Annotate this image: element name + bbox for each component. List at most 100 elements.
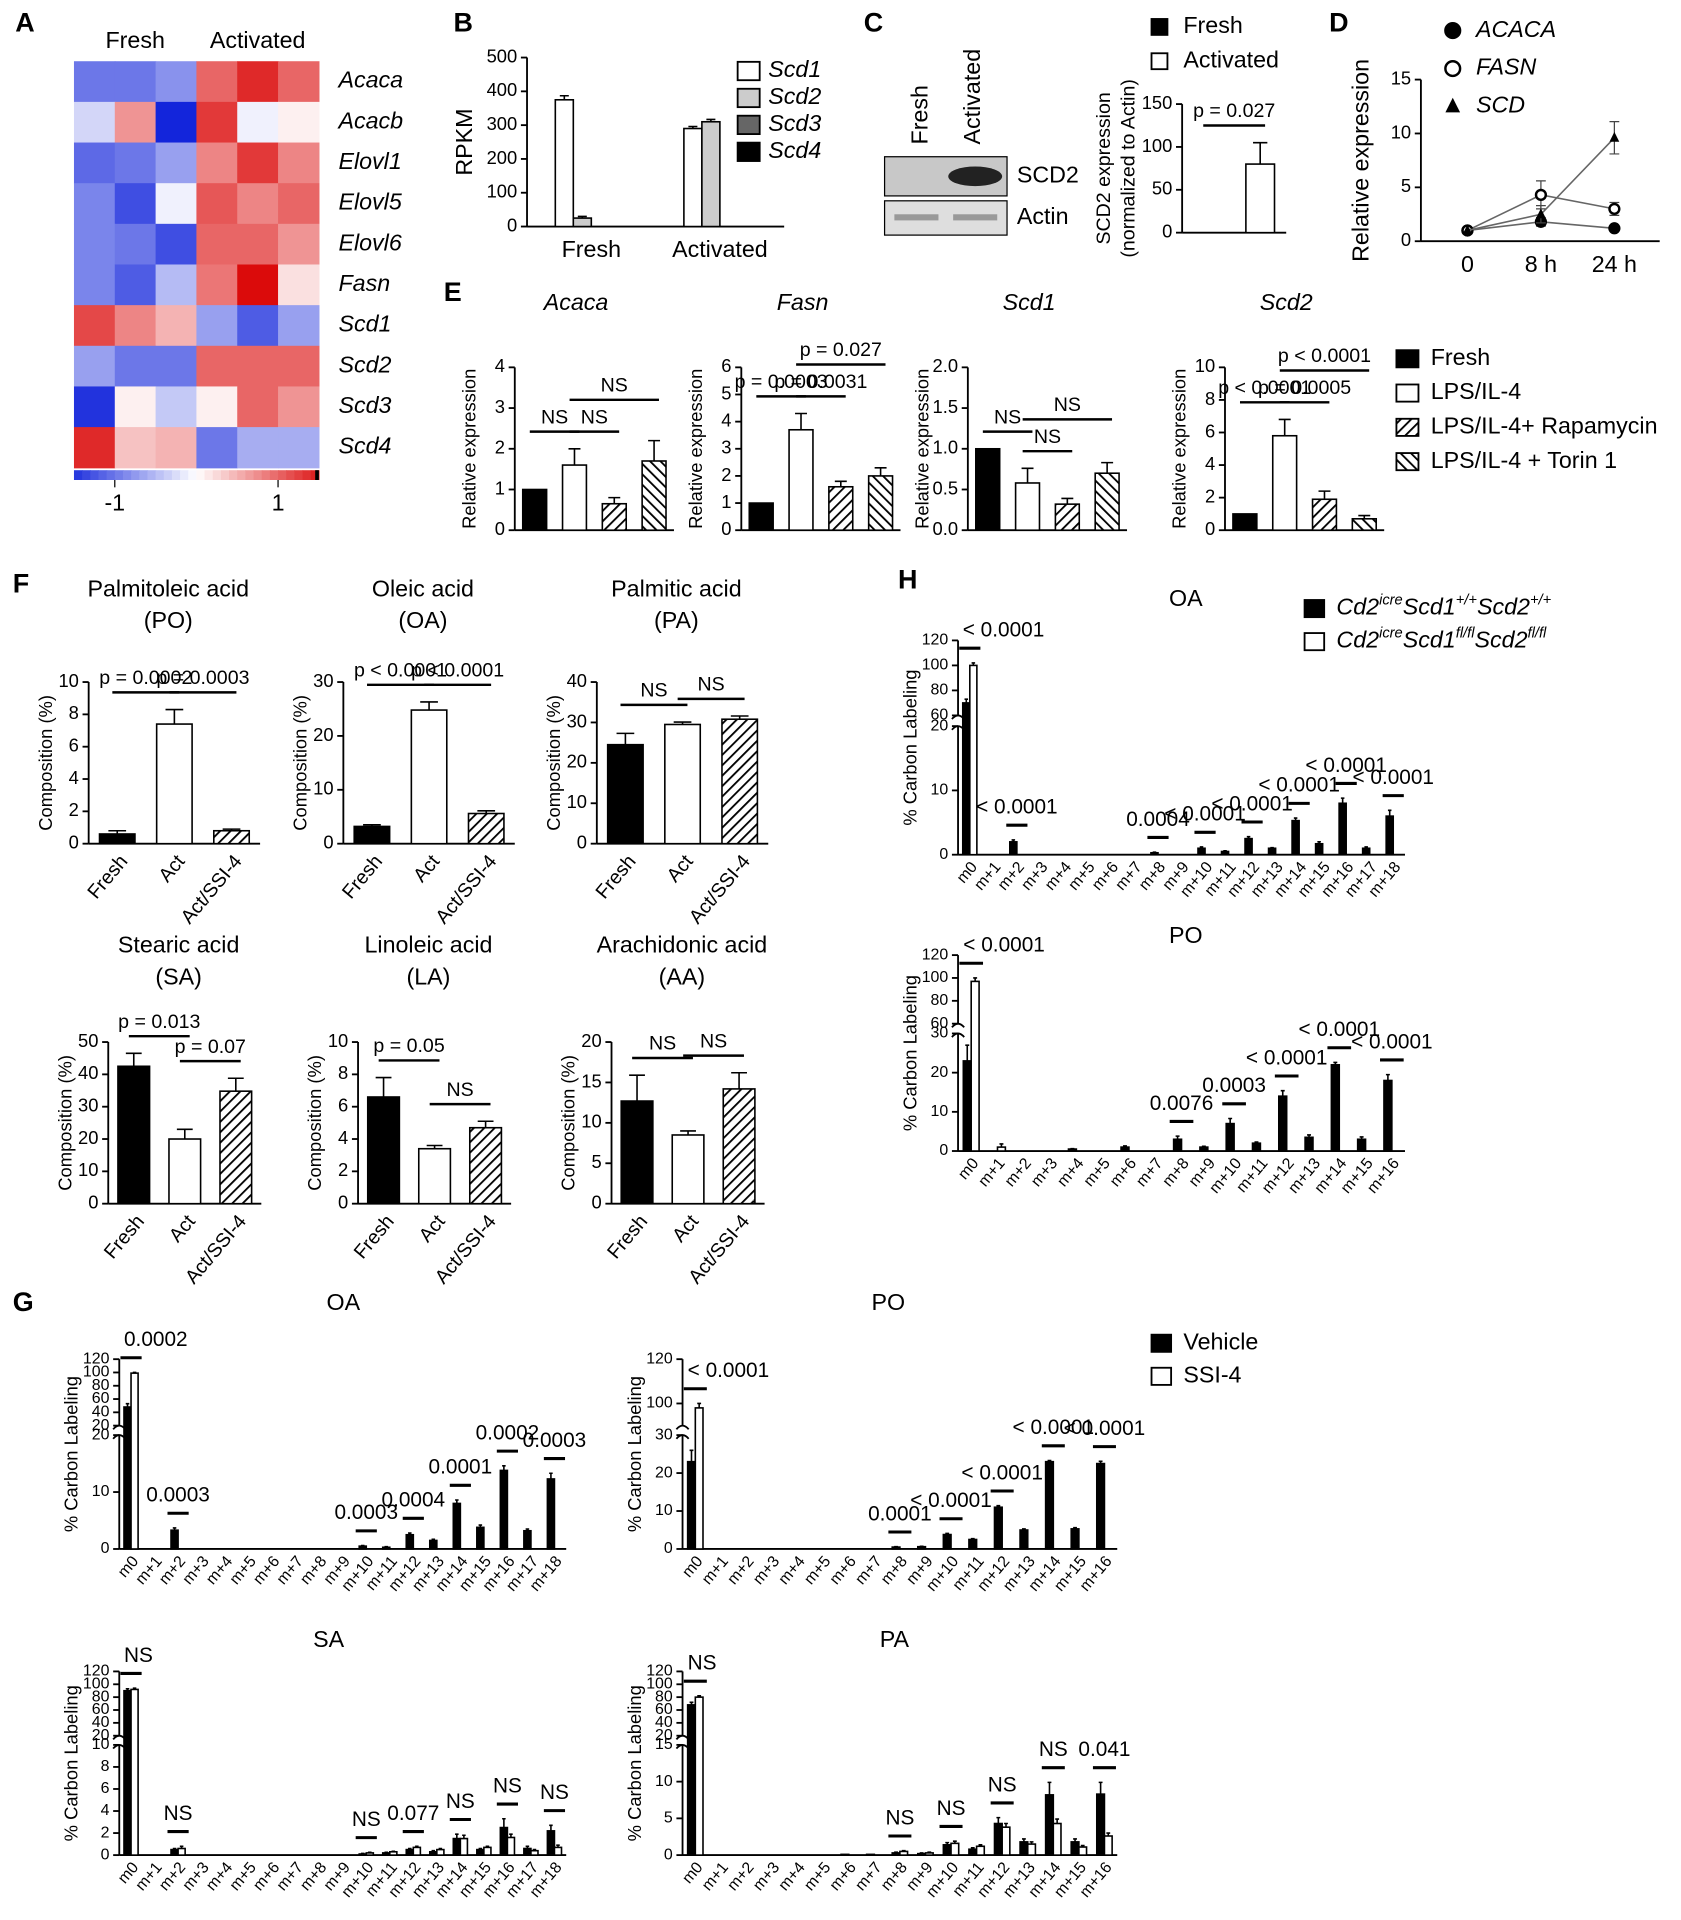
legend-swatch [1150, 18, 1169, 36]
bar [436, 1848, 445, 1856]
error-bar [1270, 846, 1274, 849]
lane-label: Fresh [906, 85, 932, 144]
heatmap-cell [237, 386, 279, 428]
legend-swatch [736, 114, 761, 135]
error-bar [1364, 846, 1368, 849]
bar [412, 1846, 422, 1856]
heatmap-cell [73, 345, 116, 388]
x-tick-label: m+6 [827, 1859, 860, 1894]
error-bar [438, 1847, 443, 1850]
bar [865, 1853, 876, 1856]
y-axis-label: Relative expression [912, 369, 933, 529]
legend-swatch [1150, 52, 1169, 71]
error-bar [360, 1852, 365, 1855]
bar [1019, 1841, 1029, 1856]
bar [123, 1406, 132, 1550]
x-tick-label: 0 [1461, 251, 1474, 277]
bar [867, 475, 894, 531]
error-bar [455, 1499, 459, 1504]
y-tick-label: 6 [101, 1780, 110, 1797]
y-tick-label: 6 [721, 355, 731, 376]
bar [970, 980, 980, 1152]
bar [1220, 850, 1230, 856]
error-bar [1021, 467, 1034, 483]
error-bar [1152, 851, 1157, 853]
legend-label: SCD [1476, 92, 1525, 118]
error-bar [996, 1816, 1001, 1824]
y-tick-label: 20 [92, 1426, 110, 1443]
significance-label: NS [540, 1781, 569, 1804]
x-tick-label: Fresh [83, 851, 132, 903]
heatmap-cell [114, 142, 157, 184]
error-bar [577, 215, 587, 219]
significance-label: p = 0.07 [175, 1036, 246, 1058]
error-bar [973, 977, 978, 982]
legend-swatch [1395, 349, 1420, 369]
error-bar [1340, 797, 1345, 804]
bar [1361, 847, 1371, 856]
y-tick-label: 0 [1401, 229, 1411, 250]
heatmap-cell [278, 101, 320, 144]
colorbar-cell [253, 470, 263, 480]
error-bar [970, 1537, 975, 1540]
heatmap-cell [73, 264, 116, 306]
y-tick-label: 0.0 [933, 518, 959, 539]
x-tick-label: m+5 [801, 1859, 834, 1894]
row-label: Acacb [336, 107, 403, 133]
marker [1608, 222, 1621, 235]
y-tick-label: 10 [92, 1736, 110, 1753]
x-tick-label: m+4 [1054, 1155, 1087, 1190]
error-bar [945, 1841, 950, 1845]
significance-label: 0.0001 [429, 1456, 493, 1479]
x-tick-label: m+6 [1107, 1155, 1140, 1190]
bar [523, 1529, 532, 1550]
subplot-title: Acaca [542, 289, 609, 315]
y-tick-label: 2 [721, 464, 731, 485]
y-tick-label: 15 [1391, 67, 1411, 88]
y-tick-label: 50 [1152, 178, 1172, 199]
x-tick-label: m+3 [1028, 1155, 1061, 1190]
row-label: Scd2 [338, 351, 391, 377]
significance-label: < 0.0001 [963, 934, 1045, 957]
error-bar [384, 1851, 389, 1854]
y-tick-label: 10 [92, 1483, 110, 1500]
significance-label: < 0.0001 [688, 1359, 770, 1382]
significance-label: NS [649, 1033, 676, 1055]
bar [993, 1506, 1003, 1550]
error-bar [901, 1849, 906, 1852]
error-bar [629, 1074, 645, 1102]
x-tick-label: m+5 [1081, 1155, 1114, 1190]
bar [1078, 1846, 1088, 1856]
legend-label-part: +/+ [1456, 592, 1478, 608]
error-bar [478, 1524, 483, 1528]
legend-label-part: Scd1 [1403, 594, 1456, 620]
y-axis-label: % Carbon Labeling [624, 1376, 645, 1532]
bar [155, 723, 193, 845]
heatmap-cell [237, 183, 279, 225]
error-bar [485, 1845, 490, 1848]
bar [1351, 518, 1378, 532]
y-tick-label: 30 [313, 670, 333, 691]
heatmap-cell [114, 101, 157, 144]
y-axis-label: Relative expression [685, 369, 706, 529]
error-bar [408, 1532, 412, 1535]
panel-label: H [898, 565, 917, 595]
heatmap-cell [114, 427, 157, 469]
heatmap-cell [155, 305, 198, 347]
bar [606, 743, 644, 845]
bar [1311, 498, 1338, 532]
error-bar [502, 1817, 506, 1828]
legend-label: Scd3 [768, 110, 821, 136]
error-bar [688, 125, 698, 129]
bar [417, 1147, 452, 1205]
panel-label: B [454, 8, 473, 38]
error-bar [1101, 461, 1114, 474]
y-tick-label: 40 [92, 1404, 110, 1421]
heatmap-cell [155, 101, 198, 144]
bar [358, 1545, 368, 1550]
legend-label: ACACA [1474, 16, 1556, 42]
error-bar [502, 1465, 506, 1471]
significance-label: < 0.0001 [1351, 1030, 1433, 1053]
x-tick-label: m+1 [975, 1155, 1008, 1190]
error-bar [1123, 1145, 1127, 1148]
